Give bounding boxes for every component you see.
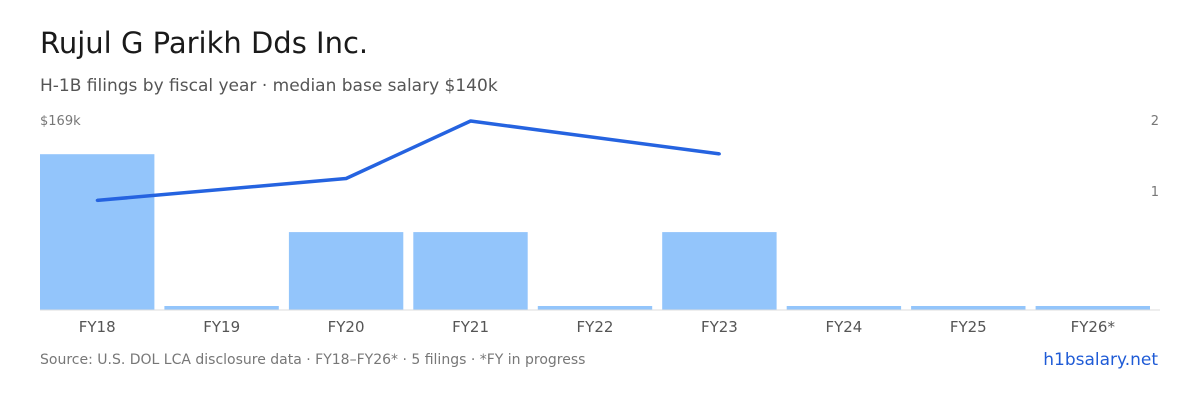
bar-fy22[interactable] bbox=[537, 306, 653, 310]
bar-fy25[interactable] bbox=[911, 306, 1026, 310]
x-tick-label: FY23 bbox=[701, 318, 738, 336]
x-tick-label: FY24 bbox=[825, 318, 862, 336]
median-salary-line bbox=[97, 119, 720, 203]
site-link[interactable]: h1bsalary.net bbox=[1043, 350, 1158, 370]
bar-fy21[interactable] bbox=[413, 232, 528, 310]
right-axis-tick-label: 1 bbox=[1151, 185, 1159, 200]
x-tick-label: FY26* bbox=[1071, 318, 1116, 336]
x-tick-label: FY20 bbox=[328, 318, 365, 336]
bar-fy18[interactable] bbox=[40, 154, 155, 310]
source-note: Source: U.S. DOL LCA disclosure data · F… bbox=[40, 352, 586, 368]
x-tick-label: FY18 bbox=[79, 318, 116, 336]
bar-fy19[interactable] bbox=[164, 306, 279, 310]
chart-subtitle: H-1B filings by fiscal year · median bas… bbox=[40, 76, 498, 96]
x-tick-label: FY25 bbox=[950, 318, 987, 336]
line-point[interactable] bbox=[717, 152, 721, 156]
bar-fy24[interactable] bbox=[786, 306, 902, 310]
x-tick-label: FY22 bbox=[577, 318, 614, 336]
bar-fy26-partial[interactable] bbox=[1035, 306, 1150, 310]
chart-title: Rujul G Parikh Dds Inc. bbox=[40, 26, 369, 60]
right-axis-tick-label: 2 bbox=[1151, 114, 1159, 129]
line-point[interactable] bbox=[469, 119, 473, 123]
x-tick-label: FY21 bbox=[452, 318, 489, 336]
line-point[interactable] bbox=[95, 198, 99, 202]
x-tick-label: FY19 bbox=[203, 318, 240, 336]
bar-fy20[interactable] bbox=[288, 232, 404, 310]
line-point[interactable] bbox=[344, 177, 348, 180]
left-axis-max-label: $169k bbox=[40, 114, 81, 129]
bar-fy23[interactable] bbox=[662, 232, 777, 310]
